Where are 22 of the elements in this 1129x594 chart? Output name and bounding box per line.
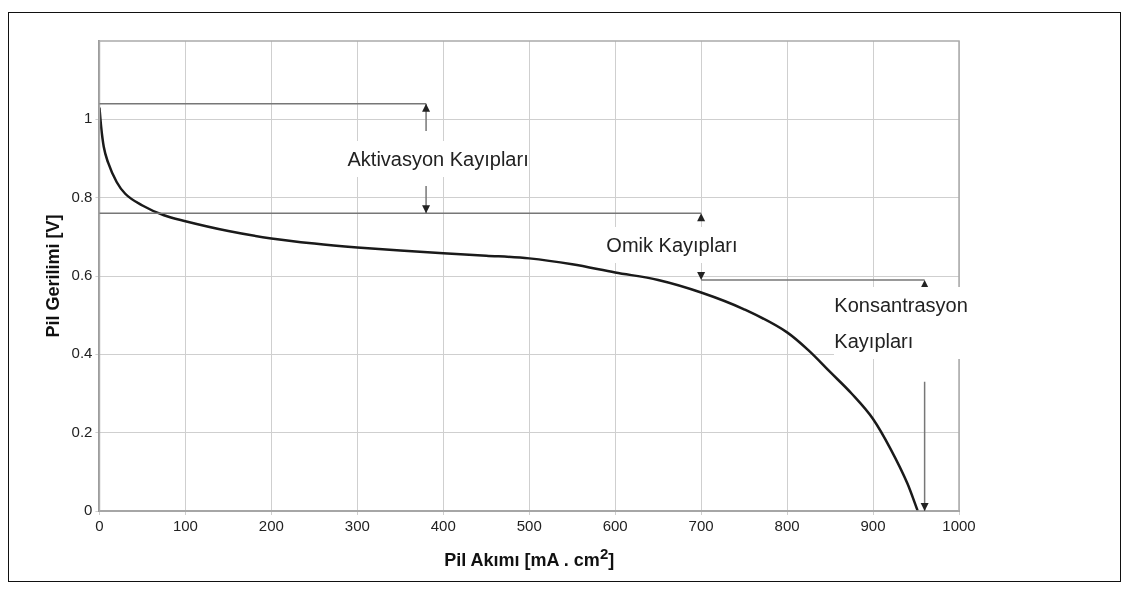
y-tick-label: 0.4	[71, 344, 93, 362]
x-tick-label: 800	[774, 517, 800, 535]
y-tick-label: 1	[84, 109, 93, 127]
x-tick-label: 600	[602, 517, 628, 535]
y-tick-label: 0.6	[71, 266, 93, 284]
annotation: Omik Kayıpları	[606, 226, 738, 263]
x-tick-label: 500	[516, 517, 542, 535]
x-tick-label: 300	[344, 517, 370, 535]
x-axis-title: Pil Akımı [mA . cm$^{2}$]	[443, 545, 616, 571]
x-tick-label: 0	[95, 517, 104, 535]
x-tick-label: 900	[860, 517, 886, 535]
x-tick-label: 700	[688, 517, 714, 535]
y-tick-label: 0.8	[71, 187, 93, 205]
y-axis-title: Pil Gerilimi [V]	[42, 214, 63, 338]
x-tick-label: 100	[172, 517, 198, 535]
annotation: Aktivasyon Kayıpları	[347, 140, 529, 177]
x-tick-label: 400	[430, 517, 456, 535]
annotation: Konsantrasyon Kayıpları	[834, 287, 968, 359]
x-tick-label: 1000	[942, 517, 976, 535]
y-tick-label: 0	[84, 501, 93, 519]
x-tick-label: 200	[258, 517, 284, 535]
y-tick-label: 0.2	[71, 422, 93, 440]
